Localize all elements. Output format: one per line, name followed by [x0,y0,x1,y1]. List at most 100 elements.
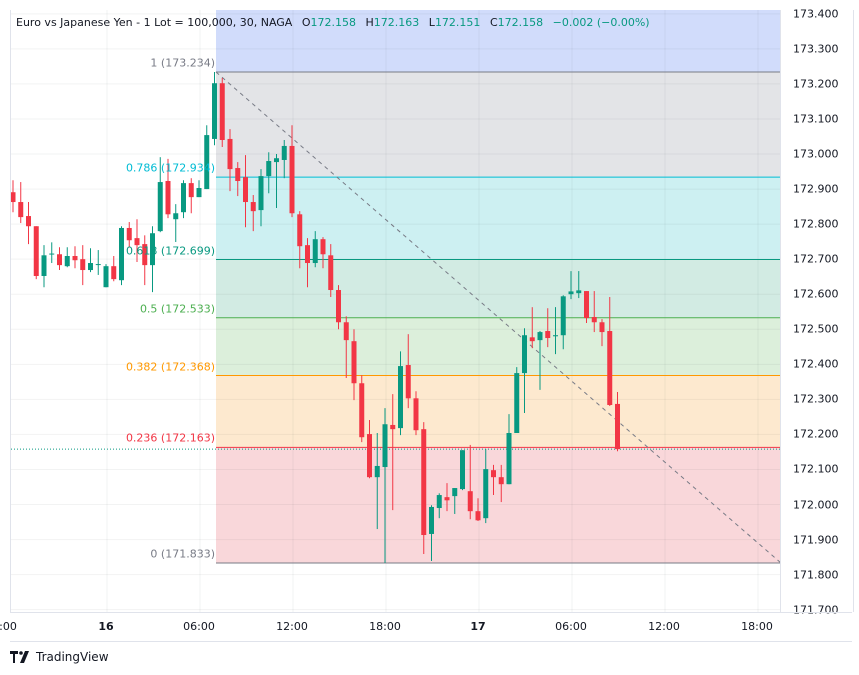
candle-body [181,183,186,213]
candlestick-chart[interactable] [11,10,781,612]
candle-body [514,373,520,434]
fib-label: 0.618 (172.699) [125,244,215,258]
candle-body [157,182,163,232]
open-label: O [301,16,311,29]
candle-body [312,239,318,264]
candle-body [274,158,279,163]
time-tick-label: 12:00 [648,620,680,633]
candle-body [188,183,194,198]
time-tick-label: :00 [0,620,17,633]
candle-body [49,253,55,255]
candle-body [212,83,217,139]
price-tick-label: 172.000 [793,498,839,512]
candle-body [491,470,496,478]
tradingview-brand[interactable]: TradingView [10,650,109,664]
open-value: 172.158 [310,16,357,29]
chart-legend: Euro vs Japanese Yen - 1 Lot = 100,000, … [16,16,650,29]
time-tick-label: 18:00 [369,620,401,633]
candle-body [111,266,117,280]
candle-body [165,181,171,215]
candle-body [398,366,403,429]
candle-body [421,429,427,536]
candle-body [320,239,326,255]
fib-zone [216,10,781,72]
candle-body [429,506,434,534]
candle-body [607,331,613,405]
candle-body [506,433,512,485]
low-label: L [428,16,435,29]
fib-label: 0.382 (172.368) [125,360,215,374]
candle-body [382,424,388,468]
time-tick-label: 17 [470,620,486,633]
candle-body [64,256,70,267]
candle-body [498,477,504,485]
candle-body [390,424,396,430]
candle-body [243,177,248,203]
candle-body [266,161,272,177]
candle-body [204,135,210,190]
candle-body [336,290,341,323]
fib-zone [216,317,781,376]
candle-body [560,296,566,336]
candle-body [452,488,458,497]
symbol-title: Euro vs Japanese Yen - 1 Lot = 100,000, … [16,16,293,29]
candle-body [196,188,202,198]
candle-body [568,291,574,295]
tradingview-logo-icon [10,651,29,663]
price-tick-label: 172.600 [793,287,839,301]
candle-body [351,341,357,384]
fib-zone [216,375,781,448]
candle-body [258,176,264,211]
time-tick-label: 06:00 [555,620,587,633]
candle-body [460,450,465,490]
change-value: −0.002 (−0.00%) [552,16,650,29]
candle-body [297,214,303,247]
candle-body [436,495,442,509]
price-axis[interactable]: 173.400 173.300 173.200 173.100 173.000 172.9… [780,7,854,616]
candle-body [227,138,233,170]
price-tick-label: 173.400 [793,7,839,21]
price-tick-label: 172.700 [793,252,839,266]
candle-body [522,335,527,374]
candle-body [591,316,597,323]
fib-label: 0.786 (172.934) [125,161,215,175]
candle-body [367,434,372,478]
candle-body [219,83,225,140]
candle-body [584,291,589,319]
high-label: H [365,16,374,29]
candle-body [80,259,86,271]
candle-body [328,255,334,291]
price-tick-label: 172.800 [793,217,839,231]
candle-body [576,290,582,294]
high-value: 172.163 [373,16,420,29]
price-tick-label: 171.800 [793,568,839,582]
fib-zone [216,259,781,318]
candle-body [95,264,101,266]
fib-label: 0.236 (172.163) [125,431,215,445]
close-label: C [489,16,498,29]
candle-body [289,145,295,214]
candle-body [405,365,411,399]
price-tick-label: 172.200 [793,427,839,441]
price-tick-label: 171.900 [793,533,839,547]
price-tick-label: 172.300 [793,392,839,406]
price-tick-label: 173.300 [793,42,839,56]
candle-body [553,335,558,337]
chart-pane[interactable]: 1 (173.234) 0.786 (172.934) 0.618 (172.699… [10,10,781,612]
candle-body [599,322,605,333]
candle-body [343,322,349,341]
price-tick-label: 173.200 [793,77,839,91]
candle-body [72,256,78,261]
time-tick-label: 12:00 [276,620,308,633]
candle-body [18,202,24,218]
candle-body [173,213,179,220]
price-tick-label: 172.400 [793,357,839,371]
candle-body [57,254,62,266]
candle-body [305,245,310,264]
time-axis[interactable]: :00 16 06:00 12:00 18:00 17 06:00 12:00 18:00 [0,612,852,642]
candle-body [250,202,256,212]
fib-label: 0 (171.833) [150,547,215,561]
time-tick-label: 06:00 [183,620,215,633]
candle-body [26,216,31,227]
low-value: 172.151 [434,16,481,29]
